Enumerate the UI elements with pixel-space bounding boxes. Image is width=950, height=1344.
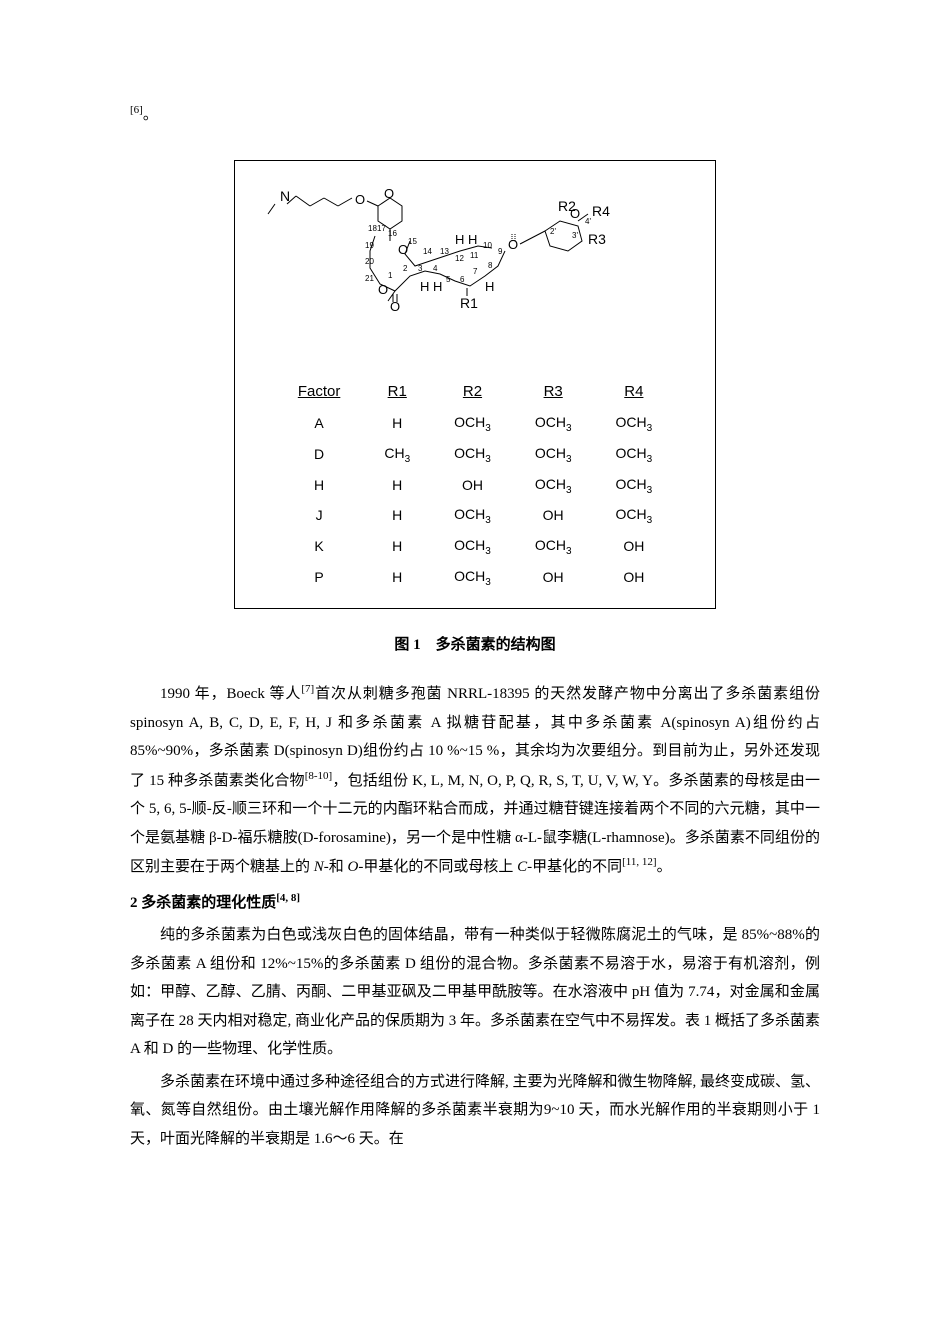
header-r1: R1 <box>362 376 432 409</box>
ref-8-10: [8-10] <box>305 770 333 782</box>
ref-11-12: [11, 12] <box>622 856 656 868</box>
header-r3: R3 <box>513 376 594 409</box>
chemical-structure-diagram: N O O O 17 16 18 19 20 <box>260 176 690 356</box>
svg-text:14: 14 <box>423 247 432 256</box>
table-row: K H OCH3 OCH3 OH <box>276 531 674 562</box>
paragraph-1: 1990 年，Boeck 等人[7]首次从刺糖多孢菌 NRRL-18395 的天… <box>130 679 820 882</box>
svg-text:5: 5 <box>446 275 451 284</box>
svg-text:18: 18 <box>368 224 377 233</box>
svg-text:3': 3' <box>572 231 578 240</box>
table-body: A H OCH3 OCH3 OCH3 D CH3 OCH3 OCH3 OCH3 … <box>276 408 674 593</box>
svg-text:O: O <box>390 299 400 314</box>
table-row: A H OCH3 OCH3 OCH3 <box>276 408 674 439</box>
figure-caption: 图 1 多杀菌素的结构图 <box>130 631 820 660</box>
paragraph-2: 纯的多杀菌素为白色或浅灰白色的固体结晶，带有一种类似于轻微陈腐泥土的气味，是 8… <box>130 921 820 1064</box>
svg-text:R1: R1 <box>460 295 478 311</box>
table-header-row: Factor R1 R2 R3 R4 <box>276 376 674 409</box>
svg-text:O: O <box>508 237 518 252</box>
svg-text:O: O <box>384 186 394 201</box>
svg-text:4: 4 <box>433 264 438 273</box>
svg-text:17: 17 <box>377 224 386 233</box>
svg-text:8: 8 <box>488 261 493 270</box>
svg-text:R3: R3 <box>588 231 606 247</box>
svg-text:21: 21 <box>365 274 374 283</box>
svg-text:H H: H H <box>455 232 477 247</box>
table-row: P H OCH3 OH OH <box>276 562 674 593</box>
svg-text:4': 4' <box>585 217 591 226</box>
svg-text:N: N <box>280 188 290 204</box>
table-row: H H OH OCH3 OCH3 <box>276 470 674 501</box>
svg-text:7: 7 <box>473 267 478 276</box>
figure-box: N O O O 17 16 18 19 20 <box>234 160 716 609</box>
svg-text:9: 9 <box>498 247 503 256</box>
header-r2: R2 <box>432 376 513 409</box>
svg-text:11: 11 <box>470 251 479 260</box>
svg-text:1: 1 <box>388 271 393 280</box>
svg-text:O: O <box>355 192 365 207</box>
section-2-heading: 2 多杀菌素的理化性质[4, 8] <box>130 888 820 918</box>
table-row: J H OCH3 OH OCH3 <box>276 500 674 531</box>
ref-6: [6] <box>130 104 143 116</box>
svg-text:12: 12 <box>455 254 464 263</box>
svg-text:O: O <box>378 282 388 297</box>
svg-text:R4: R4 <box>592 203 610 219</box>
figure-1: N O O O 17 16 18 19 20 <box>130 160 820 660</box>
svg-text:16: 16 <box>388 229 397 238</box>
svg-text:H: H <box>485 279 494 294</box>
ref-7: [7] <box>301 683 314 695</box>
table-row: D CH3 OCH3 OCH3 OCH3 <box>276 439 674 470</box>
header-factor: Factor <box>276 376 363 409</box>
svg-text:O: O <box>570 206 580 221</box>
factor-table: Factor R1 R2 R3 R4 A H OCH3 OCH3 OCH3 D <box>276 376 674 593</box>
paragraph-3: 多杀菌素在环境中通过多种途径组合的方式进行降解, 主要为光降解和微生物降解, 最… <box>130 1068 820 1154</box>
svg-text:H: H <box>433 279 442 294</box>
svg-text:2': 2' <box>550 227 556 236</box>
svg-text:10: 10 <box>483 241 492 250</box>
structure-svg: N O O O 17 16 18 19 20 <box>260 176 690 356</box>
svg-text:2: 2 <box>403 264 408 273</box>
ref-4-8: [4, 8] <box>276 892 300 904</box>
svg-text:H: H <box>420 279 429 294</box>
top-reference: [6]。 <box>130 100 820 130</box>
header-r4: R4 <box>594 376 675 409</box>
